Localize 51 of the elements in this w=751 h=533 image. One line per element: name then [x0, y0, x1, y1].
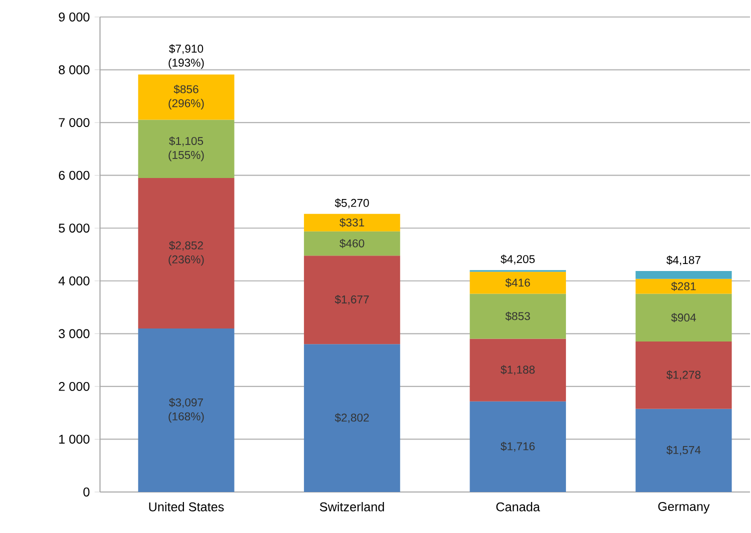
bar: [138, 120, 234, 178]
data-label: $1,188: [500, 365, 535, 375]
bar: [138, 74, 234, 120]
bar: [636, 341, 732, 409]
total-label: $4,187: [666, 256, 700, 266]
data-label: $1,677: [334, 294, 369, 305]
bar: [304, 231, 400, 256]
data-label: $416: [505, 278, 530, 288]
bar: [138, 328, 234, 492]
y-tick-label: 9 000: [58, 12, 90, 22]
y-tick-label: 5 000: [58, 224, 90, 233]
total-label: $4,205: [500, 254, 535, 264]
data-label: $904: [671, 313, 696, 322]
data-label: $1,574: [666, 446, 701, 456]
bar: [636, 294, 732, 342]
x-tick-label: United States: [149, 502, 224, 512]
bar: [470, 294, 566, 339]
data-label: $281: [671, 282, 696, 291]
total-label: $5,270: [334, 198, 369, 208]
y-tick-label: 8 000: [58, 65, 90, 74]
x-tick-label: Canada: [496, 502, 540, 512]
bar: [304, 344, 400, 492]
data-label: $856 (296%): [168, 84, 204, 110]
x-tick-label: Switzerland: [320, 502, 384, 512]
y-tick-label: 6 000: [58, 170, 90, 180]
data-label: $1,105 (155%): [168, 136, 204, 162]
bar: [470, 401, 566, 492]
data-label: $2,802: [334, 413, 369, 423]
y-tick-label: 3 000: [58, 329, 90, 338]
total-label: $7,910 (193%): [168, 44, 204, 69]
data-label: $3,097 (168%): [168, 398, 204, 423]
y-tick-label: 2 000: [58, 382, 90, 391]
y-tick-label: 1 000: [59, 434, 90, 444]
bar: [138, 178, 234, 329]
bar: [470, 338, 566, 402]
bar: [304, 214, 400, 232]
y-tick-label: 7 000: [58, 118, 90, 128]
x-tick-label: Germany: [658, 502, 710, 514]
data-label: $2,852 (236%): [168, 240, 204, 266]
y-tick-label: 4 000: [58, 276, 90, 286]
data-label: $331: [340, 218, 364, 228]
y-tick-label: 0: [83, 488, 90, 496]
data-label: $1,278: [666, 370, 701, 380]
data-label: $853: [505, 312, 530, 321]
bar: [636, 278, 732, 294]
data-label: $460: [340, 238, 364, 248]
bar: [636, 271, 732, 279]
bar: [636, 408, 732, 492]
bar: [304, 256, 400, 344]
bar: [470, 272, 566, 294]
data-label: $1,716: [500, 442, 535, 452]
